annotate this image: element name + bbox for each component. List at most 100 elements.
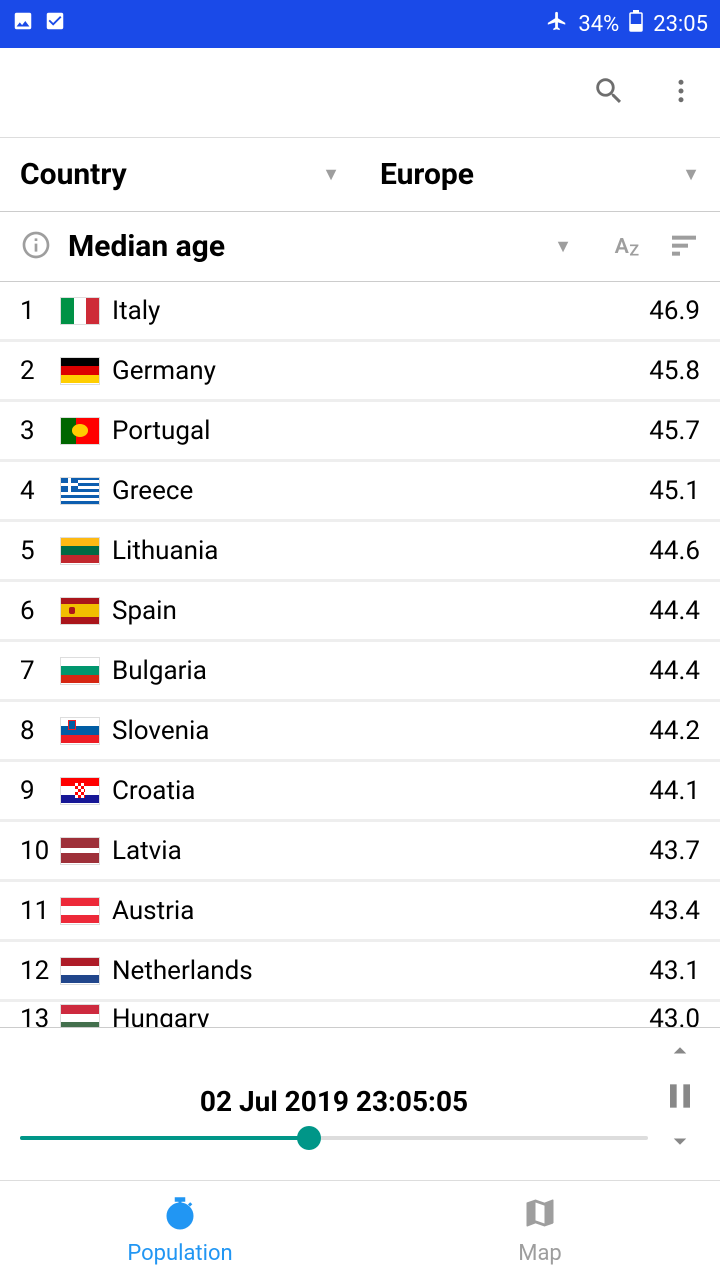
country-row[interactable]: 9 Croatia 44.1 <box>0 762 720 819</box>
row-rank: 5 <box>20 536 60 566</box>
filter-type[interactable]: Country ▼ <box>0 138 360 211</box>
row-country-name: Germany <box>112 356 649 386</box>
row-rank: 6 <box>20 596 60 626</box>
row-country-name: Italy <box>112 296 649 326</box>
flag-icon <box>60 717 100 745</box>
pause-icon[interactable] <box>660 1076 700 1120</box>
airplane-icon <box>546 10 568 38</box>
row-country-name: Austria <box>112 896 649 926</box>
row-country-name: Spain <box>112 596 649 626</box>
flag-icon <box>60 357 100 385</box>
row-rank: 1 <box>20 296 60 326</box>
country-row[interactable]: 2 Germany 45.8 <box>0 342 720 399</box>
row-value: 44.4 <box>649 656 700 686</box>
row-rank: 4 <box>20 476 60 506</box>
row-country-name: Greece <box>112 476 649 506</box>
stopwatch-icon <box>162 1195 198 1237</box>
country-row[interactable]: 5 Lithuania 44.6 <box>0 522 720 579</box>
country-row[interactable]: 1 Italy 46.9 <box>0 282 720 339</box>
nav-population-label: Population <box>127 1241 232 1266</box>
filter-row: Country ▼ Europe ▼ <box>0 138 720 212</box>
row-value: 44.6 <box>649 536 700 566</box>
chevron-down-icon[interactable]: ▼ <box>554 236 572 257</box>
info-icon[interactable] <box>20 229 52 265</box>
country-row[interactable]: 4 Greece 45.1 <box>0 462 720 519</box>
nav-population[interactable]: Population <box>0 1181 360 1280</box>
flag-icon <box>60 837 100 865</box>
row-rank: 8 <box>20 716 60 746</box>
flag-icon <box>60 597 100 625</box>
timeline-slider[interactable] <box>20 1136 648 1140</box>
more-icon[interactable] <box>666 76 696 110</box>
flag-icon <box>60 897 100 925</box>
flag-icon <box>60 417 100 445</box>
status-bar: 34% 23:05 <box>0 0 720 48</box>
row-rank: 12 <box>20 956 60 986</box>
row-country-name: Portugal <box>112 416 649 446</box>
row-value: 43.1 <box>649 956 700 986</box>
row-country-name: Hungary <box>112 1004 649 1027</box>
row-rank: 3 <box>20 416 60 446</box>
chevron-down-icon: ▼ <box>682 164 700 185</box>
country-row[interactable]: 10 Latvia 43.7 <box>0 822 720 879</box>
flag-icon <box>60 657 100 685</box>
timeline-panel: 02 Jul 2019 23:05:05 <box>0 1027 720 1180</box>
row-rank: 9 <box>20 776 60 806</box>
map-icon <box>522 1195 558 1237</box>
flag-icon <box>60 297 100 325</box>
flag-icon <box>60 957 100 985</box>
row-value: 44.4 <box>649 596 700 626</box>
row-value: 44.1 <box>649 776 700 806</box>
row-value: 46.9 <box>649 296 700 326</box>
row-country-name: Latvia <box>112 836 649 866</box>
flag-icon <box>60 477 100 505</box>
clock-text: 23:05 <box>653 12 708 37</box>
country-row[interactable]: 6 Spain 44.4 <box>0 582 720 639</box>
row-value: 44.2 <box>649 716 700 746</box>
country-row[interactable]: 3 Portugal 45.7 <box>0 402 720 459</box>
chevron-down-icon: ▼ <box>322 164 340 185</box>
sort-desc-icon[interactable] <box>668 229 700 265</box>
row-rank: 7 <box>20 656 60 686</box>
metric-row: Median age ▼ AZ <box>0 212 720 282</box>
row-country-name: Bulgaria <box>112 656 649 686</box>
row-country-name: Lithuania <box>112 536 649 566</box>
row-country-name: Slovenia <box>112 716 649 746</box>
image-icon <box>12 10 34 38</box>
flag-icon <box>60 537 100 565</box>
row-value: 45.8 <box>649 356 700 386</box>
app-bar <box>0 48 720 138</box>
flag-icon <box>60 777 100 805</box>
country-list[interactable]: 1 Italy 46.9 2 Germany 45.8 3 Portugal 4… <box>0 282 720 1027</box>
country-row[interactable]: 12 Netherlands 43.1 <box>0 942 720 999</box>
nav-map-label: Map <box>518 1241 562 1266</box>
timeline-date: 02 Jul 2019 23:05:05 <box>200 1085 468 1118</box>
metric-label[interactable]: Median age <box>68 229 538 264</box>
chevron-up-icon[interactable] <box>665 1036 695 1070</box>
battery-text: 34% <box>578 12 619 37</box>
row-value: 45.1 <box>649 476 700 506</box>
sort-alpha-icon[interactable]: AZ <box>612 229 644 265</box>
checkbox-icon <box>44 10 66 38</box>
row-rank: 2 <box>20 356 60 386</box>
svg-text:Z: Z <box>629 240 639 259</box>
country-row[interactable]: 11 Austria 43.4 <box>0 882 720 939</box>
country-row[interactable]: 13 Hungary 43.0 <box>0 1002 720 1027</box>
filter-region[interactable]: Europe ▼ <box>360 138 720 211</box>
row-value: 43.0 <box>649 1004 700 1027</box>
row-rank: 11 <box>20 896 60 926</box>
bottom-nav: Population Map <box>0 1180 720 1280</box>
flag-icon <box>60 1004 100 1027</box>
svg-text:A: A <box>615 234 630 259</box>
nav-map[interactable]: Map <box>360 1181 720 1280</box>
search-icon[interactable] <box>592 74 626 112</box>
chevron-down-icon[interactable] <box>665 1126 695 1160</box>
country-row[interactable]: 7 Bulgaria 44.4 <box>0 642 720 699</box>
row-country-name: Netherlands <box>112 956 649 986</box>
filter-region-label: Europe <box>380 157 474 192</box>
slider-thumb[interactable] <box>297 1126 321 1150</box>
country-row[interactable]: 8 Slovenia 44.2 <box>0 702 720 759</box>
row-country-name: Croatia <box>112 776 649 806</box>
row-rank: 10 <box>20 836 60 866</box>
row-value: 45.7 <box>649 416 700 446</box>
